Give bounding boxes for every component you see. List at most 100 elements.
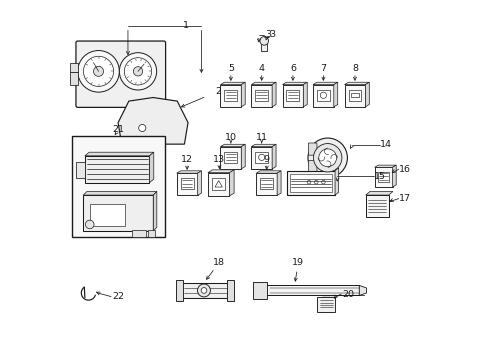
Bar xyxy=(350,93,358,97)
Polygon shape xyxy=(333,82,337,107)
Polygon shape xyxy=(365,82,368,107)
Circle shape xyxy=(320,92,326,98)
Text: 4: 4 xyxy=(258,64,264,73)
Bar xyxy=(212,178,225,190)
Circle shape xyxy=(258,154,264,161)
Polygon shape xyxy=(277,171,281,195)
Circle shape xyxy=(313,144,341,172)
Text: 17: 17 xyxy=(399,194,410,203)
Bar xyxy=(224,152,237,163)
Circle shape xyxy=(124,58,151,85)
Text: 8: 8 xyxy=(351,64,357,73)
Text: 15: 15 xyxy=(373,172,386,181)
Polygon shape xyxy=(303,82,306,107)
Text: 5: 5 xyxy=(227,64,233,73)
Bar xyxy=(180,178,193,189)
Bar xyxy=(83,195,153,231)
Bar xyxy=(282,85,303,107)
Bar xyxy=(147,230,155,237)
Circle shape xyxy=(139,125,145,132)
Text: 18: 18 xyxy=(213,258,225,267)
Text: 14: 14 xyxy=(379,140,391,149)
Polygon shape xyxy=(271,82,276,107)
Polygon shape xyxy=(176,171,201,173)
Bar xyxy=(289,174,331,192)
Polygon shape xyxy=(374,165,395,167)
Text: 2: 2 xyxy=(215,86,221,95)
Bar xyxy=(377,172,388,182)
Bar xyxy=(255,152,267,163)
Bar xyxy=(220,147,241,169)
Bar xyxy=(131,230,146,237)
Polygon shape xyxy=(334,168,338,195)
Bar xyxy=(227,280,234,301)
Polygon shape xyxy=(118,98,187,144)
Circle shape xyxy=(318,149,336,167)
Polygon shape xyxy=(251,82,276,85)
Text: 7: 7 xyxy=(320,64,325,73)
Bar xyxy=(176,280,183,301)
Polygon shape xyxy=(215,181,222,187)
Bar xyxy=(255,285,359,296)
Polygon shape xyxy=(153,192,157,231)
Polygon shape xyxy=(359,285,366,296)
Polygon shape xyxy=(220,82,244,85)
Bar xyxy=(374,167,392,187)
Text: 12: 12 xyxy=(181,155,193,164)
Text: 11: 11 xyxy=(255,133,267,142)
Circle shape xyxy=(201,288,206,293)
Bar xyxy=(365,195,388,217)
Polygon shape xyxy=(197,171,201,195)
Polygon shape xyxy=(149,152,153,183)
Polygon shape xyxy=(207,170,234,173)
Bar xyxy=(251,85,271,107)
Polygon shape xyxy=(251,144,276,147)
Bar xyxy=(253,282,266,299)
Bar xyxy=(312,85,333,107)
Bar xyxy=(90,204,125,226)
Polygon shape xyxy=(271,144,276,169)
Bar xyxy=(348,90,361,101)
Bar xyxy=(256,173,277,195)
Bar xyxy=(176,173,197,195)
Bar xyxy=(207,173,229,196)
Polygon shape xyxy=(85,152,153,156)
FancyBboxPatch shape xyxy=(308,143,316,155)
Polygon shape xyxy=(392,165,395,187)
Bar xyxy=(224,90,237,101)
Text: 3: 3 xyxy=(264,30,270,39)
Bar xyxy=(220,85,241,107)
FancyBboxPatch shape xyxy=(76,41,165,107)
Text: 10: 10 xyxy=(224,133,236,142)
Polygon shape xyxy=(241,82,244,107)
Bar xyxy=(76,162,85,178)
Text: 16: 16 xyxy=(399,165,410,174)
Bar xyxy=(261,44,267,51)
Polygon shape xyxy=(365,192,392,195)
Text: 22: 22 xyxy=(112,292,123,301)
Polygon shape xyxy=(344,82,368,85)
Text: 19: 19 xyxy=(292,258,304,267)
Circle shape xyxy=(119,53,156,90)
Circle shape xyxy=(85,220,94,229)
Polygon shape xyxy=(83,192,157,195)
Circle shape xyxy=(260,37,268,45)
Bar xyxy=(286,171,334,195)
Bar xyxy=(344,85,365,107)
Polygon shape xyxy=(241,144,244,169)
Text: 9: 9 xyxy=(263,155,269,164)
Circle shape xyxy=(78,50,119,92)
Polygon shape xyxy=(229,170,234,196)
FancyBboxPatch shape xyxy=(308,160,316,172)
Polygon shape xyxy=(220,144,244,147)
Text: 3: 3 xyxy=(268,30,274,39)
Bar xyxy=(72,136,164,237)
Circle shape xyxy=(133,67,142,76)
Bar xyxy=(70,63,78,72)
Text: 21: 21 xyxy=(112,125,124,134)
Bar xyxy=(70,72,78,85)
Bar xyxy=(316,90,329,101)
Bar xyxy=(182,283,228,298)
Circle shape xyxy=(307,138,346,177)
Bar xyxy=(286,90,299,101)
